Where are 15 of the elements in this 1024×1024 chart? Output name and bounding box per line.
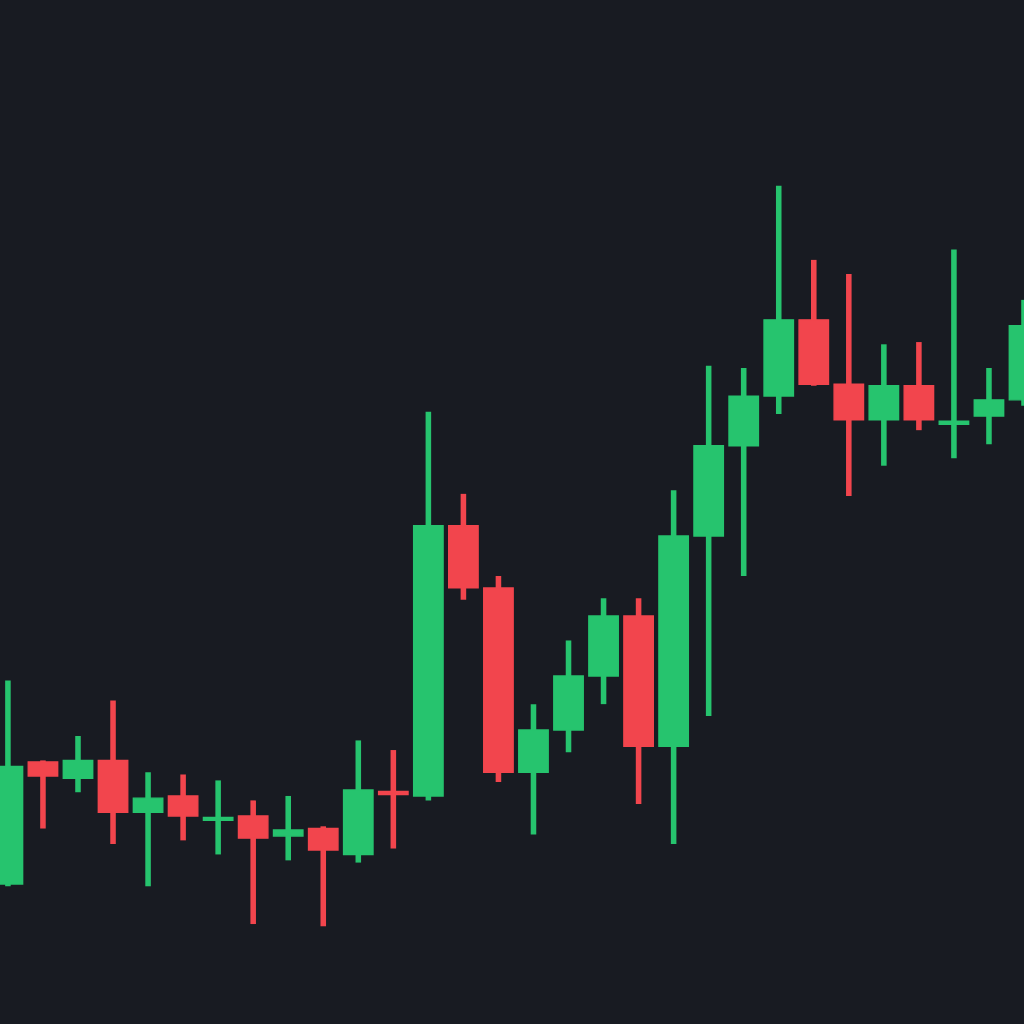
candlestick [237, 797, 269, 927]
candlestick [973, 365, 1005, 448]
candlestick [272, 793, 304, 864]
candlestick [202, 777, 234, 858]
candlestick [62, 733, 94, 796]
candlestick [938, 246, 970, 462]
candlestick [903, 339, 935, 433]
candlestick [518, 701, 549, 838]
candlestick [307, 823, 339, 930]
candlestick [132, 769, 164, 890]
candlestick [377, 747, 409, 852]
candlestick [868, 341, 900, 469]
candlestick [167, 771, 199, 844]
candlestick [833, 271, 865, 499]
candlestick [27, 757, 59, 832]
